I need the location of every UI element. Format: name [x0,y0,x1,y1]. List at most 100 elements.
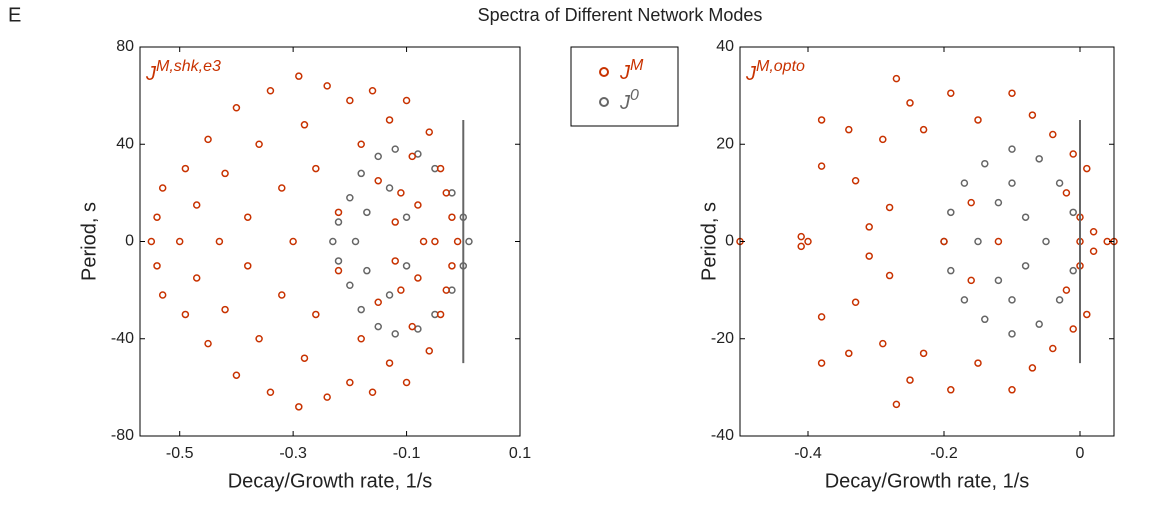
point [244,262,252,270]
legend-label: JM [619,57,644,84]
point [1028,364,1037,372]
y-axis-label: Period, s [698,202,720,281]
point [425,347,434,355]
point [346,281,354,290]
point [1083,164,1091,173]
point [374,176,382,185]
point [947,208,955,217]
point [334,218,343,226]
legend: JM J0 [570,46,679,127]
point [385,116,394,124]
point [232,104,241,112]
point [947,89,955,97]
point [851,176,860,185]
point [817,162,826,170]
point [323,82,331,90]
x-axis-label: Decay/Growth rate, 1/s [228,470,433,492]
point [158,291,167,299]
point [960,179,969,187]
point [947,386,955,394]
point [974,116,982,124]
point [357,305,365,314]
point [974,359,982,367]
point [797,242,805,251]
point [892,74,901,83]
point [1008,330,1016,338]
point [1049,130,1057,139]
point [368,87,377,95]
y-tick-label: 40 [716,38,734,55]
point [797,232,805,241]
point [255,140,263,148]
point [1021,213,1030,221]
y-tick-label: 0 [725,233,734,250]
point [402,378,411,387]
point [312,164,320,173]
point [374,152,382,161]
point [845,349,853,358]
point [879,135,887,144]
point [919,349,928,358]
y-tick-label: 0 [125,233,134,250]
point [1008,89,1016,97]
point [465,237,473,246]
point [346,96,354,105]
point [357,169,365,178]
point [175,237,184,246]
point [994,276,1003,285]
point [385,291,394,299]
point [181,310,190,319]
y-tick-label: -80 [111,427,134,444]
x-tick-label: 0 [1076,445,1085,462]
point [1049,344,1057,353]
x-axis-label: Decay/Growth rate, 1/s [825,470,1030,492]
point [351,237,360,246]
annotation: JM,shk,e3 [145,58,221,85]
point [885,203,894,212]
point [940,237,948,246]
point [817,116,826,124]
point [885,271,894,280]
point [255,335,263,343]
point [1021,262,1030,270]
point [192,201,201,209]
point [295,403,303,411]
point [244,213,252,221]
y-axis-label: Period, s [78,202,100,281]
point [192,274,201,282]
point [181,164,190,173]
point [397,286,405,294]
point [402,262,411,270]
point [442,286,451,294]
point [906,376,914,384]
point [981,315,989,324]
point [147,237,156,246]
point [385,184,394,192]
point [817,313,826,321]
y-tick-label: 20 [716,135,734,152]
point [1069,266,1077,275]
point [334,266,343,275]
point [448,262,456,270]
point [204,135,212,144]
point [865,223,873,231]
point [204,339,212,348]
point [1069,150,1077,158]
point [1008,296,1016,304]
point [408,322,416,331]
point [1055,296,1064,304]
point [357,140,365,148]
y-tick-label: 80 [116,38,134,55]
legend-label: J0 [619,87,639,114]
point [397,189,405,197]
point [1008,179,1016,187]
point [334,208,343,217]
point [363,208,371,217]
point [221,305,229,314]
point [289,237,297,246]
point [408,152,416,161]
point [1028,111,1037,119]
point [295,72,303,80]
point [981,159,989,168]
